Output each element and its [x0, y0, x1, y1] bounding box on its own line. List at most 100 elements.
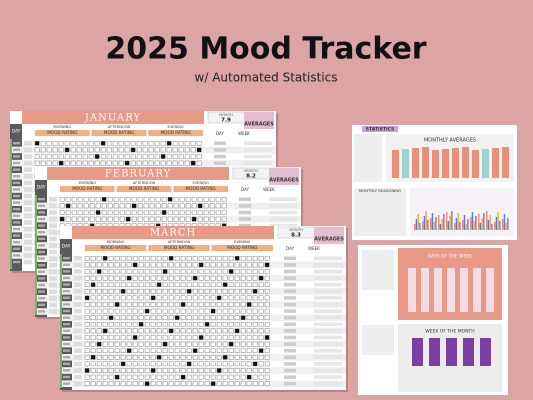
check-cell: [132, 289, 138, 294]
check-cell: [107, 210, 113, 215]
sheet: [60, 226, 348, 392]
avg-cell: [284, 335, 296, 340]
check-cell: [178, 147, 184, 153]
check-cell: [222, 341, 228, 347]
row-bg: [62, 340, 346, 348]
check-cell: [258, 368, 264, 373]
check-cell: [264, 275, 270, 281]
check-cell: [124, 160, 130, 166]
check-cell: [186, 275, 192, 281]
check-cell: [144, 302, 150, 307]
check-cell: [64, 160, 70, 166]
check-cell: [120, 308, 126, 314]
check-cell: [76, 147, 82, 153]
check-cell: [204, 256, 210, 261]
check-cell: [210, 295, 216, 301]
row-label: [38, 264, 45, 267]
row-label: [13, 208, 20, 211]
check-cell: [240, 256, 246, 261]
check-cell: [192, 341, 198, 347]
check-cell: [118, 147, 124, 153]
reason-bar: [487, 220, 490, 230]
check-cell: [144, 335, 150, 340]
check-cell: [252, 361, 258, 367]
check-cell: [156, 315, 162, 321]
check-cell: [252, 335, 258, 340]
check-cell: [246, 368, 252, 373]
check-cell: [118, 160, 124, 166]
check-cell: [240, 282, 246, 288]
check-cell: [96, 341, 102, 347]
check-cell: [125, 210, 131, 215]
reason-bar: [451, 211, 453, 230]
check-cell: [88, 160, 94, 166]
check-cell: [198, 374, 204, 380]
stats-title: STATISTICS: [366, 127, 394, 133]
mood-band: [91, 130, 147, 136]
avg-bar: [392, 150, 399, 178]
check-cell: [144, 308, 150, 314]
avg-day-label: DAY: [216, 131, 224, 136]
check-cell: [107, 203, 113, 209]
check-cell: [185, 216, 191, 222]
period-label: EVENING: [234, 240, 250, 244]
check-cell: [136, 160, 142, 166]
check-cell: [155, 196, 161, 202]
row-label: [38, 204, 45, 207]
check-cell: [88, 140, 94, 146]
check-cell: [144, 256, 150, 261]
check-cell: [84, 256, 90, 261]
check-cell: [94, 154, 100, 159]
reason-bar: [463, 215, 466, 230]
check-cell: [161, 203, 167, 209]
check-cell: [258, 335, 264, 340]
reason-cell: [314, 309, 342, 313]
check-cell: [168, 269, 174, 274]
check-cell: [186, 308, 192, 314]
check-cell: [71, 203, 77, 209]
check-cell: [216, 275, 222, 281]
check-cell: [168, 355, 174, 360]
check-cell: [108, 348, 114, 354]
row-label: [63, 296, 70, 299]
check-cell: [210, 368, 216, 373]
check-cell: [190, 147, 196, 153]
check-cell: [252, 282, 258, 288]
check-cell: [167, 210, 173, 215]
date-cell: [74, 295, 82, 301]
reason-cell: [244, 148, 272, 152]
check-cell: [252, 374, 258, 380]
check-cell: [198, 341, 204, 347]
check-cell: [222, 302, 228, 307]
date-cell: [24, 193, 32, 199]
check-cell: [156, 282, 162, 288]
check-cell: [240, 341, 246, 347]
check-cell: [90, 289, 96, 294]
date-cell: [24, 253, 32, 258]
check-cell: [82, 160, 88, 166]
check-cell: [222, 328, 228, 334]
check-cell: [192, 361, 198, 367]
check-cell: [197, 203, 203, 209]
check-cell: [84, 295, 90, 301]
check-cell: [173, 203, 179, 209]
check-cell: [120, 269, 126, 274]
check-cell: [90, 368, 96, 373]
check-cell: [168, 335, 174, 340]
check-cell: [132, 315, 138, 321]
check-cell: [172, 140, 178, 146]
check-cell: [180, 275, 186, 281]
check-cell: [252, 308, 258, 314]
check-cell: [228, 381, 234, 387]
check-cell: [174, 275, 180, 281]
check-cell: [131, 196, 137, 202]
check-cell: [204, 341, 210, 347]
check-cell: [228, 262, 234, 268]
check-cell: [198, 348, 204, 354]
check-cell: [168, 368, 174, 373]
check-cell: [216, 368, 222, 373]
avg-cell: [214, 161, 226, 165]
check-cell: [180, 335, 186, 340]
check-cell: [114, 269, 120, 274]
reason-cell: [314, 362, 342, 366]
